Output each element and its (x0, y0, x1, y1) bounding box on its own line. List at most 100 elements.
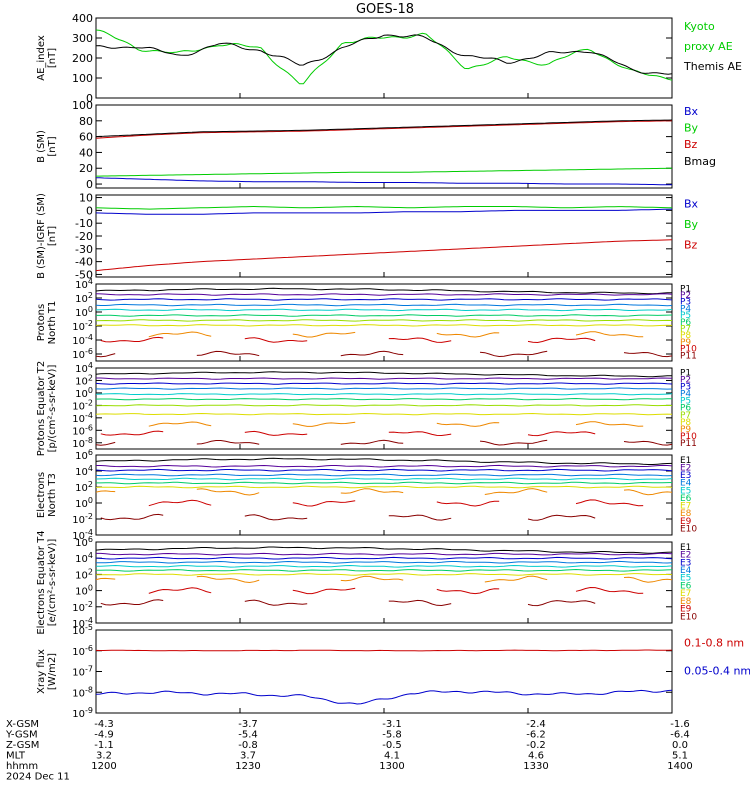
y-axis-label: B (SM)-IGRF (SM) [nT] (36, 193, 58, 279)
flux-line (575, 331, 644, 338)
ephemeris-value: 0.0 (672, 740, 688, 751)
legend-label: Bx (684, 197, 699, 210)
panel-frame (95, 17, 673, 99)
flux-line (484, 575, 548, 583)
legend-label: Bmag (684, 155, 716, 168)
legend-label: P6 (680, 404, 691, 414)
panel-2: 100 80 60 40 20 0 B (SM) [nT] Bx By Bz Bmag (36, 99, 716, 191)
ephemeris-value: -1.6 (670, 719, 690, 730)
flux-line (96, 393, 672, 396)
series-line-0.05-0.4 nm (96, 689, 672, 705)
series-line-Themis AE (96, 34, 672, 75)
flux-line (96, 490, 116, 493)
ephemeris-value: -5.4 (238, 730, 258, 741)
y-tick-label: 102 (75, 480, 93, 494)
flux-line (292, 587, 356, 595)
y-axis-label: Electrons Equator T4 [e/(cm²-s-sr-keV)] (36, 530, 58, 634)
y-tick-label: 300 (72, 32, 93, 45)
y-axis-label-line: North T1 (47, 301, 58, 345)
legend-label: Bz (684, 138, 698, 151)
flux-line (96, 371, 672, 378)
y-tick-label: 60 (79, 131, 93, 144)
series-group (96, 119, 672, 186)
y-axis-label-line: [e/(cm²-s-sr-keV)] (47, 539, 58, 627)
flux-line (96, 314, 672, 317)
panel-frame (95, 104, 673, 189)
y-axis-label-line: Xray flux (36, 649, 47, 694)
flux-line (623, 576, 672, 583)
flux-line (575, 586, 644, 594)
legend-label: P3 (680, 383, 691, 393)
flux-line (292, 421, 356, 427)
y-tick-label: 100 (72, 72, 93, 85)
flux-line (575, 499, 644, 507)
series-line-Bx (96, 177, 672, 186)
flux-line (388, 514, 452, 521)
ephemeris-value: -4.9 (94, 730, 114, 741)
flux-line (96, 577, 116, 581)
y-tick-label: 100 (72, 99, 93, 112)
flux-line (148, 499, 212, 507)
y-axis-label-line: Electrons Equator T4 (36, 530, 47, 634)
panel-3: 100-10-20-30-40-50 B (SM)-IGRF (SM) [nT] Bx… (36, 192, 699, 282)
flux-line (96, 564, 672, 568)
flux-line (96, 387, 672, 390)
ephemeris-value: -0.2 (526, 740, 546, 751)
ephemeris-value: 3.7 (240, 751, 256, 762)
y-tick-label: 10-2 (72, 512, 93, 526)
legend-label: Kyoto (684, 20, 715, 33)
legend-label: 0.05-0.4 nm (684, 664, 750, 677)
flux-line (340, 488, 404, 494)
flux-line (436, 422, 500, 427)
legend-label: P8 (680, 418, 691, 428)
legend-label: Themis AE (683, 60, 742, 73)
series-group (96, 205, 672, 272)
y-axis-label-line: Protons Equator T2 (36, 361, 47, 457)
legend-label: Bz (684, 238, 698, 251)
legend-label: P9 (680, 425, 691, 435)
legend-label: E4 (680, 479, 692, 489)
ephemeris-value: 1300 (379, 761, 404, 772)
y-tick-label: 104 (75, 551, 93, 565)
y-axis-label-line: Electrons (36, 472, 47, 518)
y-tick-label: -40 (75, 256, 93, 269)
legend-label: P5 (680, 311, 691, 321)
ephemeris-value: -0.8 (238, 740, 258, 751)
y-tick-label: 0 (86, 92, 93, 105)
legend-label: E1 (680, 543, 691, 553)
y-tick-label: 0 (86, 178, 93, 191)
series-line-0.1-0.8 nm (96, 649, 672, 652)
legend-label: E2 (680, 551, 691, 561)
legend-label: P9 (680, 338, 691, 348)
legend-label: P6 (680, 318, 691, 328)
series-group (96, 546, 672, 607)
series-group (96, 371, 672, 446)
y-tick-label: 10-6 (72, 644, 93, 658)
y-tick-label: 10-4 (72, 333, 93, 347)
legend-label: P1 (680, 369, 691, 379)
y-axis-label-line: North T3 (47, 473, 58, 517)
panel-frame (95, 367, 673, 450)
ephemeris-value: -3.1 (382, 719, 402, 730)
legend-label: E3 (680, 558, 691, 568)
legend-label: By (684, 122, 699, 135)
flux-line (96, 287, 672, 295)
flux-line (527, 337, 596, 344)
flux-line (100, 430, 164, 436)
legend-label: E5 (680, 486, 691, 496)
panel-1: 400 300 200 100 0 AE_index [nT] Kyoto proxy AE Th… (36, 12, 742, 105)
legend-label: E3 (680, 471, 691, 481)
y-tick-label: -30 (75, 243, 93, 256)
flux-line (96, 560, 672, 564)
flux-line (623, 489, 672, 496)
legend-label: P3 (680, 298, 691, 308)
legend-label: E6 (680, 494, 692, 504)
legend-label: P10 (680, 345, 697, 355)
series-line-Bmag (96, 119, 672, 138)
series-line-Kyoto proxy AE (96, 29, 672, 85)
flux-line (100, 599, 164, 606)
ephemeris-value: 4.6 (528, 751, 544, 762)
y-tick-label: 10-2 (72, 319, 93, 333)
